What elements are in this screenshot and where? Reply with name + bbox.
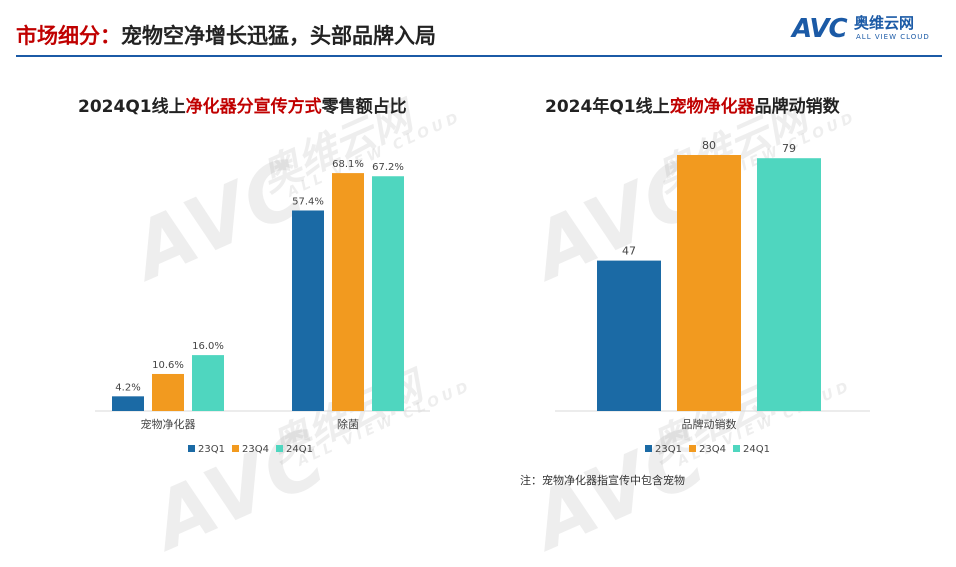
chart-2-legend-swatch-24Q1 bbox=[733, 445, 740, 452]
chart-1-legend-swatch-23Q4 bbox=[232, 445, 239, 452]
chart-2-data-label-23Q4-0: 80 bbox=[702, 139, 716, 152]
chart-1-bar-23Q1-1 bbox=[292, 210, 324, 411]
chart-2-data-label-23Q1-0: 47 bbox=[622, 245, 636, 258]
chart-1-category-label-0: 宠物净化器 bbox=[141, 417, 196, 431]
header-divider bbox=[16, 55, 942, 57]
chart-2-legend-label-24Q1: 24Q1 bbox=[743, 444, 770, 455]
chart-1-data-label-23Q1-0: 4.2% bbox=[115, 382, 140, 393]
chart-1-title-part-1: 2024Q1线上 bbox=[78, 97, 186, 117]
chart-2-bar-23Q1-0 bbox=[597, 260, 661, 411]
page-title-main: 宠物空净增长迅猛，头部品牌入局 bbox=[121, 24, 436, 48]
chart-1-legend-label-23Q1: 23Q1 bbox=[198, 444, 225, 455]
chart-1-data-label-23Q4-0: 10.6% bbox=[152, 360, 184, 371]
logo-en: ALL VIEW CLOUD bbox=[856, 33, 930, 41]
chart-1-bar-24Q1-1 bbox=[372, 176, 404, 411]
page-header: 市场细分：宠物空净增长迅猛，头部品牌入局 AVC 奥维云网 ALL VIEW C… bbox=[0, 0, 956, 57]
chart-1-svg: 4.2% 10.6% 16.0% 宠物净化器 57.4% 68.1% 67.2% 除菌 23Q1… bbox=[95, 159, 430, 455]
chart-2-category-label-0: 品牌动销数 bbox=[682, 417, 737, 431]
logo-mark: AVC bbox=[792, 14, 848, 44]
chart-2-legend-swatch-23Q1 bbox=[645, 445, 652, 452]
chart-1-bar-23Q1-0 bbox=[112, 396, 144, 411]
chart-1-data-label-24Q1-0: 16.0% bbox=[192, 341, 224, 352]
chart-1-legend-swatch-24Q1 bbox=[276, 445, 283, 452]
chart-1-category-label-1: 除菌 bbox=[337, 417, 359, 431]
chart-2-title-part-1: 2024年Q1线上 bbox=[545, 97, 670, 117]
chart-1-data-label-23Q4-1: 68.1% bbox=[332, 159, 364, 170]
chart-2-legend-label-23Q4: 23Q4 bbox=[699, 444, 726, 455]
chart-2-bar-23Q4-0 bbox=[677, 155, 741, 411]
chart-1-legend-label-24Q1: 24Q1 bbox=[286, 444, 313, 455]
page-title-prefix: 市场细分： bbox=[16, 24, 121, 48]
logo-cn: 奥维云网 bbox=[854, 14, 915, 32]
chart-2-title: 2024年Q1线上宠物净化器品牌动销数 bbox=[545, 92, 840, 117]
avc-logo: AVC 奥维云网 ALL VIEW CLOUD bbox=[792, 14, 942, 46]
chart-1-legend-label-23Q4: 23Q4 bbox=[242, 444, 269, 455]
chart-1-bar-23Q4-1 bbox=[332, 173, 364, 411]
chart-2-bar-24Q1-0 bbox=[757, 158, 821, 411]
chart-2-title-part-2: 宠物净化器 bbox=[669, 97, 755, 117]
page-title: 市场细分：宠物空净增长迅猛，头部品牌入局 bbox=[16, 20, 436, 50]
chart-2-legend-swatch-23Q4 bbox=[689, 445, 696, 452]
chart-1-title-part-3: 零售额占比 bbox=[321, 97, 407, 117]
chart-1-data-label-23Q1-1: 57.4% bbox=[292, 196, 324, 207]
chart-1-title: 2024Q1线上净化器分宣传方式零售额占比 bbox=[78, 92, 407, 117]
chart-2-legend-label-23Q1: 23Q1 bbox=[655, 444, 682, 455]
chart-2-data-label-24Q1-0: 79 bbox=[782, 142, 796, 155]
chart-2-title-part-3: 品牌动销数 bbox=[754, 97, 840, 117]
chart-1-data-label-24Q1-1: 67.2% bbox=[372, 162, 404, 173]
chart-1-bar-23Q4-0 bbox=[152, 373, 184, 411]
chart-1-bar-24Q1-0 bbox=[192, 355, 224, 411]
chart-2-svg: 47 80 79 品牌动销数 23Q1 23Q4 24Q1 bbox=[555, 139, 870, 455]
chart-1-title-part-2: 净化器分宣传方式 bbox=[185, 97, 322, 117]
footnote: 注：宠物净化器指宣传中包含宠物 bbox=[520, 474, 685, 487]
chart-1-legend-swatch-23Q1 bbox=[188, 445, 195, 452]
